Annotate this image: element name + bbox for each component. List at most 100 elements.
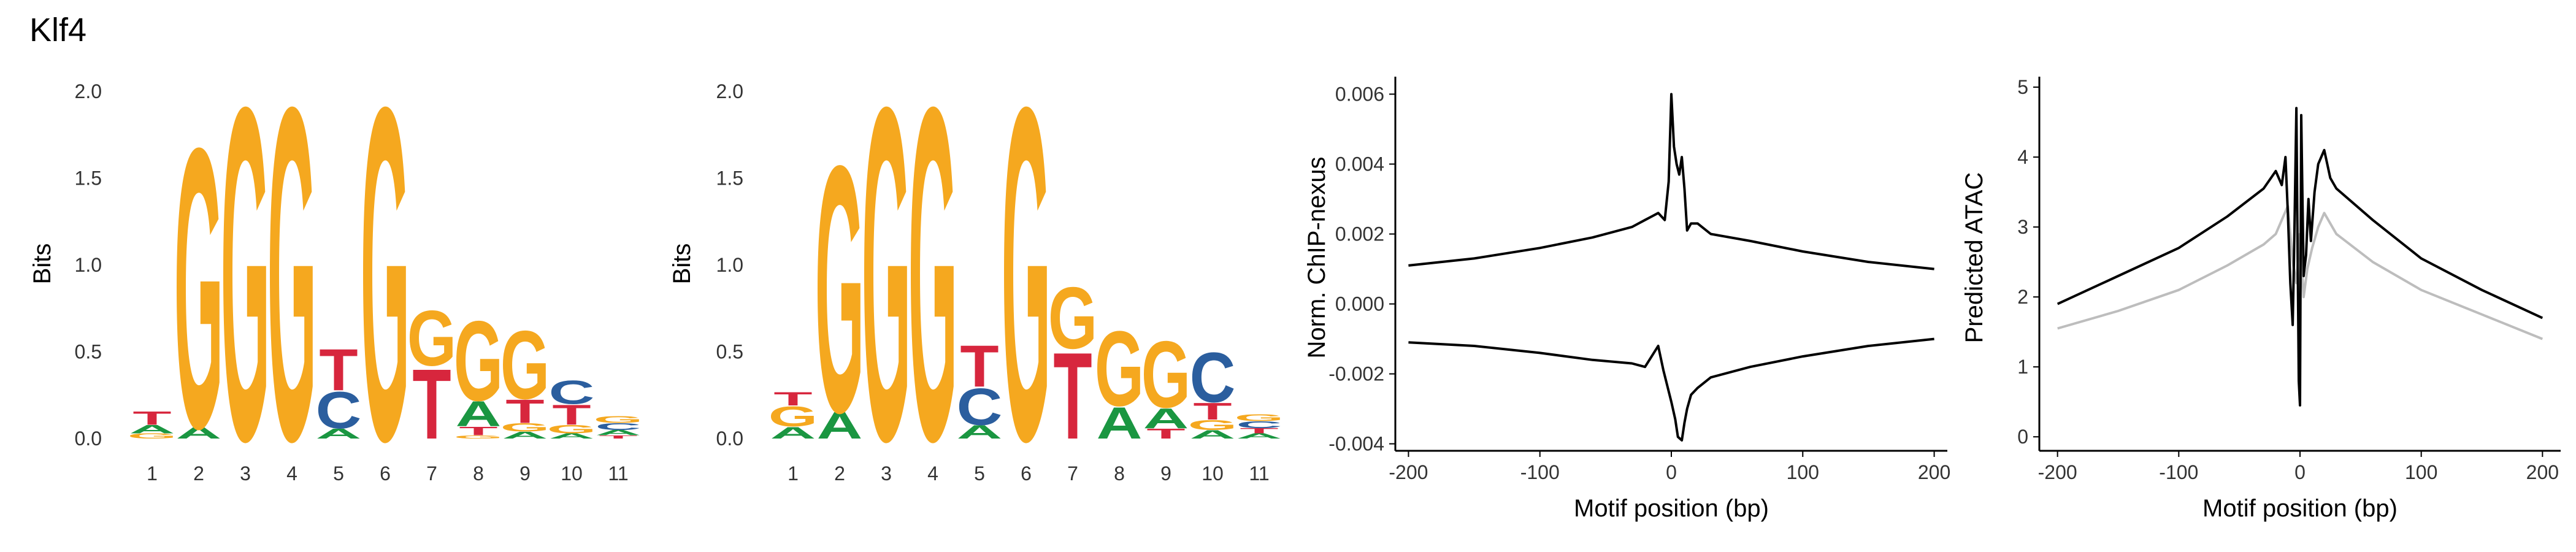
logo1-pos1-letter-G: G xyxy=(128,432,177,440)
logo1-pos5-letter-C: C xyxy=(316,381,362,440)
nexus-ytick-label-0: -0.004 xyxy=(1328,433,1384,455)
logo2-xtick-4: 5 xyxy=(974,462,985,485)
logo2-xtick-7: 8 xyxy=(1114,462,1125,485)
logo2-x-tick-labels: 1 2 3 4 5 6 7 8 9 10 11 xyxy=(788,462,1270,485)
atac-ylabel: Predicted ATAC xyxy=(1961,172,1988,343)
logo2-pos10-letter-T: T xyxy=(1193,398,1232,425)
logo1-xtick-0: 1 xyxy=(147,462,158,485)
logo1-pos11-letter-C: C xyxy=(596,421,642,432)
logo2-ytick-3: 1.5 xyxy=(716,167,743,190)
chip-nexus-panel: -0.004 -0.002 0.000 0.002 0.004 0.006 -200 -10… xyxy=(1303,77,1950,522)
logo1-pos11-letter-T: T xyxy=(599,434,637,440)
nexus-x-ticks: -200 -100 0 100 200 xyxy=(1389,451,1950,483)
atac-series-line-2 xyxy=(2057,107,2543,407)
logo2-xtick-2: 3 xyxy=(881,462,892,485)
logo1-pos9-letter-T: T xyxy=(505,393,544,430)
nexus-series-line-2 xyxy=(1408,337,1934,442)
logo2-pos6-letter-G: G xyxy=(1002,9,1051,540)
logo1-pos7-letter-G: G xyxy=(407,295,456,383)
atac-x-ticks: -200 -100 0 100 200 xyxy=(2038,451,2559,483)
logo1-ytick-0: 0.0 xyxy=(75,427,102,450)
nexus-xlabel: Motif position (bp) xyxy=(1574,495,1769,522)
logo1-pos8-letter-G: G xyxy=(454,297,503,425)
logo1-x-tick-labels: 1 2 3 4 5 6 7 8 9 10 11 xyxy=(147,462,629,485)
atac-ytick-label-5: 5 xyxy=(2017,76,2028,98)
nexus-ytick-label-4: 0.004 xyxy=(1335,153,1384,175)
logo1-pos1-letter-A: A xyxy=(129,423,175,436)
nexus-ytick-label-5: 0.006 xyxy=(1335,83,1384,105)
nexus-xtick-label-1: -100 xyxy=(1520,461,1560,483)
logo2-pos3-letter-G: G xyxy=(862,9,911,540)
nexus-xtick-label-0: -200 xyxy=(1389,461,1428,483)
nexus-lines xyxy=(1408,93,1934,442)
logo2-pos9-letter-T: T xyxy=(1146,426,1185,442)
logo1-xtick-5: 6 xyxy=(380,462,391,485)
logo2-y-tick-labels: 0.0 0.5 1.0 1.5 2.0 xyxy=(716,80,743,450)
nexus-ylabel: Norm. ChIP-nexus xyxy=(1303,157,1330,359)
atac-ytick-label-2: 2 xyxy=(2017,286,2028,308)
logo1-pos1-letter-T: T xyxy=(132,408,171,429)
logo1-pos9-letter-G: G xyxy=(500,421,550,434)
logo1-xtick-2: 3 xyxy=(240,462,251,485)
logo2-pos2-letter-A: A xyxy=(817,405,863,447)
logo2-xtick-6: 7 xyxy=(1067,462,1078,485)
logo2-pos11-letter-G: G xyxy=(1235,413,1284,423)
logo2-pos1-letter-T: T xyxy=(773,389,812,410)
logo2-xtick-8: 9 xyxy=(1160,462,1171,485)
logo2-ytick-2: 1.0 xyxy=(716,254,743,276)
logo2-pos8-letter-A: A xyxy=(1097,398,1143,448)
logo1-y-tick-labels: 0.0 0.5 1.0 1.5 2.0 xyxy=(75,80,102,450)
atac-xtick-label-4: 200 xyxy=(2526,461,2559,483)
logo2-pos8-letter-G: G xyxy=(1095,309,1144,429)
logo1-pos7-letter-T: T xyxy=(412,348,451,459)
logo1-pos5-letter-A: A xyxy=(316,426,362,442)
logo2-pos11-letter-T: T xyxy=(1240,427,1278,435)
logo1-pos8-letter-T: T xyxy=(459,424,497,438)
atac-ytick-label-3: 3 xyxy=(2017,216,2028,238)
logo1-xtick-10: 11 xyxy=(608,462,628,485)
logo2-pos7-letter-G: G xyxy=(1048,269,1097,367)
logo2-pos10-letter-A: A xyxy=(1190,428,1236,442)
logo2-pos9-letter-A: A xyxy=(1143,402,1189,434)
atac-xtick-label-1: -100 xyxy=(2159,461,2198,483)
logo1-xtick-3: 4 xyxy=(286,462,297,485)
logo1-ytick-2: 1.0 xyxy=(75,254,102,276)
nexus-ytick-label-3: 0.002 xyxy=(1335,223,1384,245)
logo2-pos11-letter-A: A xyxy=(1236,432,1282,440)
logo1-pos10-letter-C: C xyxy=(549,374,595,411)
logo2-xtick-10: 11 xyxy=(1249,462,1269,485)
logo2-pos7-letter-T: T xyxy=(1053,327,1092,465)
logo1-xtick-1: 2 xyxy=(193,462,204,485)
atac-lines xyxy=(2057,107,2543,407)
logo1-xtick-9: 10 xyxy=(561,462,583,485)
logo2-pos2-letter-G: G xyxy=(815,93,864,486)
atac-y-ticks: 0 1 2 3 4 5 xyxy=(2017,76,2039,448)
logo1-pos9-letter-A: A xyxy=(502,430,548,440)
logo1-xtick-6: 7 xyxy=(426,462,437,485)
nexus-xtick-label-4: 200 xyxy=(1918,461,1950,483)
logo2-ytick-1: 0.5 xyxy=(716,341,743,363)
logo1-pos10-letter-A: A xyxy=(549,432,595,440)
atac-xtick-label-2: 0 xyxy=(2294,461,2306,483)
predicted-atac-panel: 0 1 2 3 4 5 -200 -100 0 100 200 Motif position (b… xyxy=(1961,76,2561,522)
logo1-pos8-letter-A: A xyxy=(456,394,502,434)
logo2-xtick-5: 6 xyxy=(1021,462,1032,485)
logo2-ytick-4: 2.0 xyxy=(716,80,743,102)
figure-title: Klf4 xyxy=(29,12,87,48)
logo1-pos11-letter-G: G xyxy=(594,414,643,424)
logo2-ytick-0: 0.0 xyxy=(716,427,743,450)
logo2-pos11-letter-C: C xyxy=(1236,420,1282,430)
logo1-pos4-letter-G: G xyxy=(267,9,316,540)
logo2-pos5-letter-T: T xyxy=(960,333,999,399)
logo2-pos4-letter-G: G xyxy=(908,9,957,540)
logo1-xtick-8: 9 xyxy=(519,462,531,485)
logo1-pos11-letter-A: A xyxy=(596,429,642,437)
logo1-pos10-letter-T: T xyxy=(552,399,591,431)
logo1-ylabel: Bits xyxy=(29,243,56,285)
logo1-ytick-3: 1.5 xyxy=(75,167,102,190)
